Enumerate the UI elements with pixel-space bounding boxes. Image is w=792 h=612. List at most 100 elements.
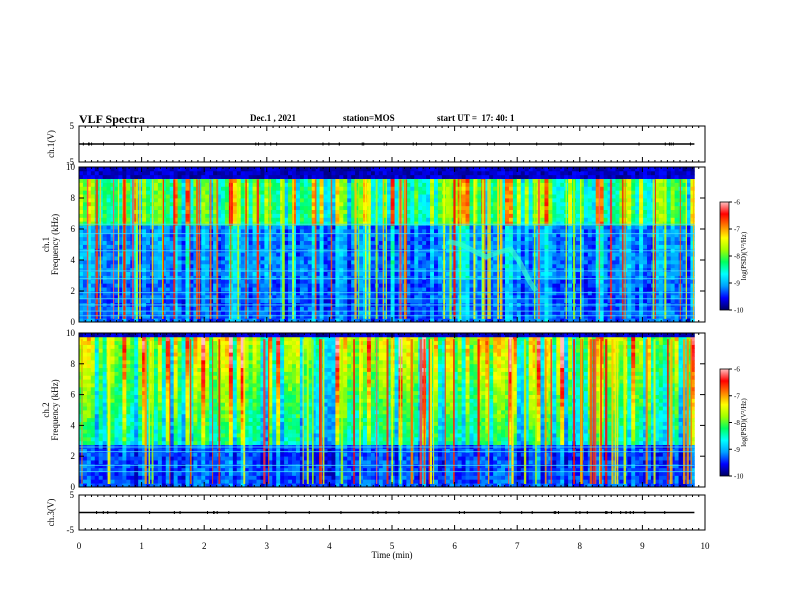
spectrogram-cell [295,167,301,172]
spectrogram-cell [213,240,218,245]
spectrogram-cell [106,182,111,187]
spectrogram-cell [430,263,435,269]
spectrogram-cell [299,167,305,172]
spectrogram-cell [406,263,411,269]
spectrogram-cell [201,263,206,269]
spectrogram-cell [394,236,399,242]
spectrogram-cell [410,167,415,172]
spectrogram-cell [86,232,92,238]
spectrogram-cell [185,279,190,284]
spectrogram-cell [319,174,324,180]
spectrogram-cell [469,232,474,238]
spectrogram-cell [288,236,293,242]
spectrogram-cell [414,244,419,249]
spectrogram-cell [351,174,356,180]
spectrogram-cell [528,194,534,199]
spectrogram-cell [260,167,265,172]
spectrogram-cell [272,256,277,261]
spectrogram-cell [512,263,518,269]
spectrogram-cell [256,318,261,323]
spectrogram-cell [422,310,427,315]
spectrogram-cell [477,186,482,191]
spectrogram-cell [505,244,510,249]
spectrogram-cell [560,170,565,176]
spectrogram-cell [516,275,522,280]
spectrogram-cell [303,271,309,276]
spectrogram-cell [406,182,411,187]
spectrogram-cell [122,167,127,172]
spectrogram-cell [327,240,332,245]
spectrogram-cell [418,275,423,280]
spectrogram-cell [292,287,297,292]
spectrogram-cell [217,213,222,218]
spectrogram-cell [307,213,313,218]
spectrogram-cell [177,306,182,311]
spectrogram-cell [299,182,305,187]
spectrogram-cell [390,229,395,234]
spectrogram-cell [185,267,190,273]
spectrogram-cell [512,240,518,245]
spectrogram-cell [118,314,123,319]
spectrogram-cell [359,275,364,280]
spectrogram-cell [248,310,253,315]
spectrogram-cell [339,294,344,300]
spectrogram-cell [288,267,293,273]
spectrogram-cell [339,279,344,284]
spectrogram-cell [114,190,119,195]
spectrogram-cell [224,287,230,292]
spectrogram-cell [106,209,111,214]
spectrogram-cell [311,260,317,265]
spectrogram-cell [240,221,246,226]
spectrogram-cell [224,229,230,234]
spectrogram-cell [445,174,451,180]
spectrogram-cell [173,225,179,230]
spectrogram-cell [378,213,384,218]
spectrogram-cell [430,221,435,226]
spectrogram-cell [288,225,293,230]
spectrogram-cell [422,229,427,234]
spectrogram-cell [477,170,482,176]
spectrogram-cell [126,260,131,265]
spectrogram-cell [560,182,565,187]
spectrogram-cell [102,229,108,234]
spectrogram-cell [390,201,395,207]
spectrogram-cell [556,240,561,245]
spectrogram-cell [445,244,451,249]
spectrogram-cell [102,198,108,203]
spectrogram-cell [205,217,210,222]
spectrogram-cell [386,275,392,280]
spectrogram-cell [422,221,427,226]
spectrogram-cell [382,194,388,199]
spectrogram-cell [217,221,222,226]
spectrogram-cell [173,256,179,261]
spectrogram-cell [272,263,277,269]
spectrogram-cell [359,252,364,257]
spectrogram-cell [414,291,419,296]
spectrogram-cell [386,232,392,238]
spectrogram-cell [319,263,324,269]
spectrogram-cell [126,256,131,261]
spectrogram-cell [453,236,459,242]
spectrogram-cell [114,232,119,238]
spectrogram-cell [146,201,151,207]
spectrogram-cell [142,194,147,199]
spectrogram-cell [453,310,459,315]
spectrogram-cell [568,294,573,300]
spectrogram-cell [430,314,435,319]
spectrogram-cell [157,213,163,218]
spectrogram-cell [90,279,96,284]
spectrogram-cell [153,229,159,234]
spectrogram-cell [544,167,549,172]
spectrogram-cell [217,225,222,230]
spectrogram-cell [79,174,84,180]
spectrogram-cell [485,174,490,180]
spectrogram-cell [276,229,281,234]
spectrogram-cell [181,271,186,276]
spectrogram-cell [110,194,115,199]
spectrogram-cell [272,240,277,245]
spectrogram-cell [146,194,151,199]
spectrogram-cell [347,225,352,230]
spectrogram-cell [260,178,265,183]
spectrogram-cell [165,198,171,203]
spectrogram-cell [548,209,553,214]
